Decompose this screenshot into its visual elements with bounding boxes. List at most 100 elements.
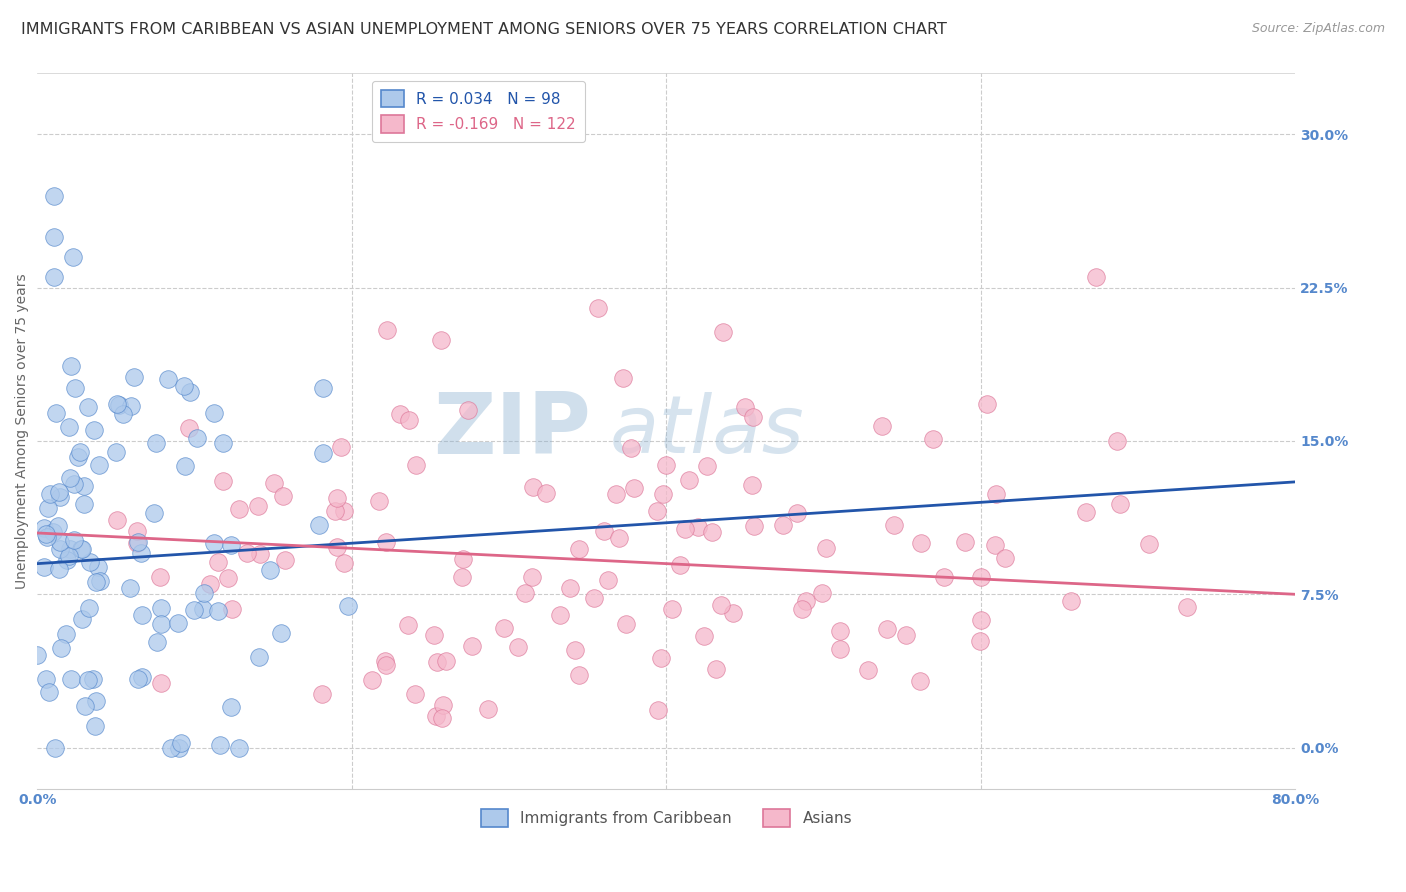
Point xyxy=(69,445,91,459)
Point xyxy=(149,616,172,631)
Point xyxy=(58,549,80,563)
Point xyxy=(207,555,229,569)
Point xyxy=(84,694,107,708)
Point xyxy=(522,480,544,494)
Point xyxy=(127,672,149,686)
Point xyxy=(710,599,733,613)
Point xyxy=(146,635,169,649)
Point xyxy=(388,407,411,421)
Point xyxy=(548,608,571,623)
Point xyxy=(247,649,270,664)
Point xyxy=(883,518,905,533)
Point xyxy=(105,513,128,527)
Point xyxy=(108,398,131,412)
Point xyxy=(333,503,356,517)
Point xyxy=(39,487,62,501)
Point xyxy=(477,702,499,716)
Point xyxy=(333,556,356,570)
Point xyxy=(84,575,107,590)
Point xyxy=(183,603,205,617)
Point xyxy=(76,400,98,414)
Point xyxy=(814,541,837,555)
Point xyxy=(790,601,813,615)
Point xyxy=(994,550,1017,565)
Point xyxy=(38,684,60,698)
Point xyxy=(169,740,191,755)
Point xyxy=(37,501,59,516)
Point xyxy=(193,585,215,599)
Point xyxy=(616,616,638,631)
Point xyxy=(73,698,96,713)
Point xyxy=(970,613,993,627)
Point xyxy=(145,436,167,450)
Point xyxy=(211,435,233,450)
Point xyxy=(120,399,142,413)
Point xyxy=(451,552,474,566)
Point xyxy=(35,526,58,541)
Point xyxy=(209,738,232,752)
Point xyxy=(228,740,250,755)
Point xyxy=(118,581,141,595)
Point xyxy=(273,490,295,504)
Point xyxy=(596,573,619,587)
Y-axis label: Unemployment Among Seniors over 75 years: Unemployment Among Seniors over 75 years xyxy=(15,273,30,589)
Point xyxy=(336,599,359,613)
Point xyxy=(1085,270,1108,285)
Point xyxy=(986,486,1008,500)
Point xyxy=(932,570,955,584)
Point xyxy=(45,406,67,420)
Point xyxy=(494,621,516,635)
Point xyxy=(375,535,398,549)
Point xyxy=(325,491,347,505)
Point xyxy=(217,571,239,585)
Text: Source: ZipAtlas.com: Source: ZipAtlas.com xyxy=(1251,22,1385,36)
Point xyxy=(870,419,893,434)
Point xyxy=(49,535,72,549)
Point xyxy=(27,648,49,662)
Point xyxy=(46,519,69,533)
Point xyxy=(212,474,235,488)
Point xyxy=(396,617,419,632)
Point xyxy=(44,270,66,285)
Point xyxy=(204,535,226,549)
Point xyxy=(568,541,591,556)
Point xyxy=(77,600,100,615)
Point xyxy=(430,333,453,347)
Point xyxy=(398,412,420,426)
Point xyxy=(513,585,536,599)
Point xyxy=(70,541,93,556)
Point xyxy=(270,625,292,640)
Point xyxy=(375,658,398,673)
Point xyxy=(105,397,128,411)
Point xyxy=(405,458,427,472)
Point xyxy=(311,687,333,701)
Point xyxy=(702,525,724,540)
Point xyxy=(568,668,591,682)
Point xyxy=(142,506,165,520)
Point xyxy=(59,359,82,373)
Point xyxy=(129,546,152,560)
Point xyxy=(127,536,149,550)
Point xyxy=(894,628,917,642)
Point xyxy=(360,673,382,687)
Point xyxy=(58,419,80,434)
Point xyxy=(786,506,808,520)
Point xyxy=(404,687,426,701)
Point xyxy=(59,541,82,556)
Point xyxy=(858,663,880,677)
Point xyxy=(105,445,128,459)
Point xyxy=(323,504,346,518)
Point xyxy=(82,672,104,686)
Point xyxy=(221,699,243,714)
Point xyxy=(122,370,145,384)
Point xyxy=(423,628,446,642)
Point xyxy=(48,541,70,556)
Point xyxy=(673,522,696,536)
Point xyxy=(149,676,172,690)
Point xyxy=(744,519,766,533)
Point xyxy=(44,229,66,244)
Point xyxy=(678,474,700,488)
Point xyxy=(741,410,763,425)
Point xyxy=(44,740,66,755)
Point xyxy=(42,188,65,202)
